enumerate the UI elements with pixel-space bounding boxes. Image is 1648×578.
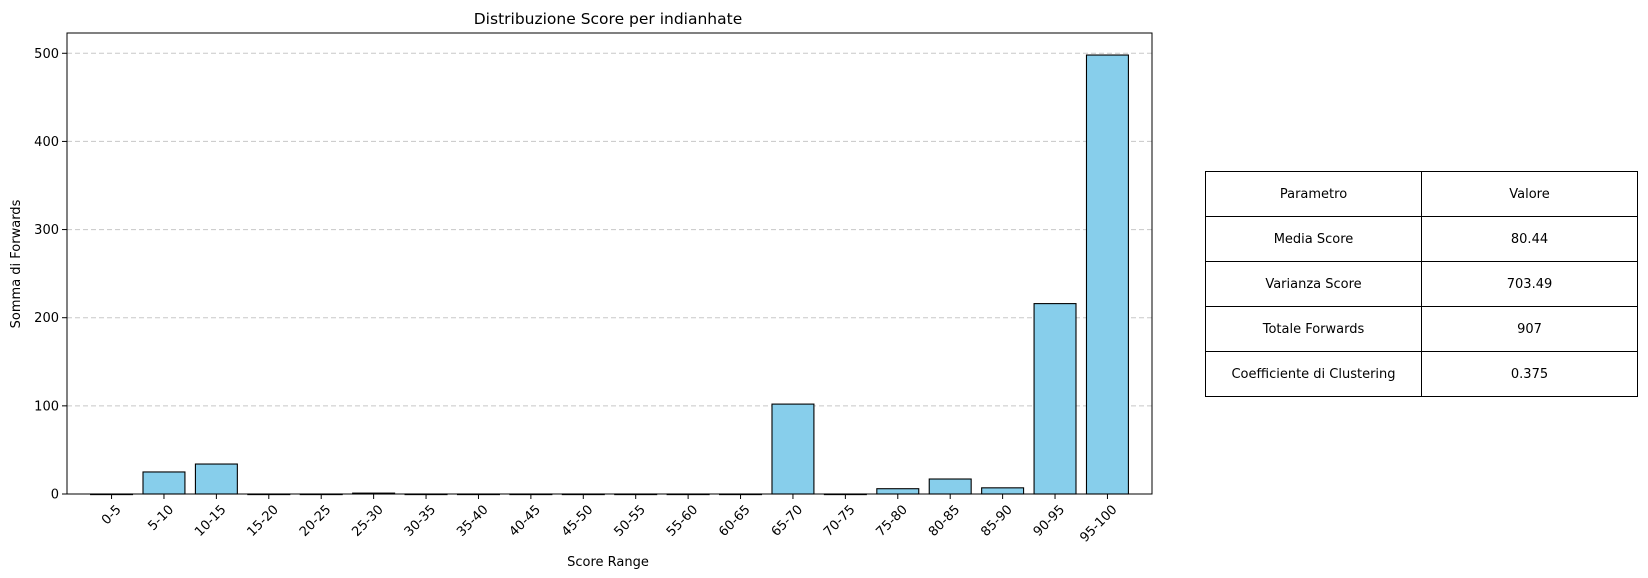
bar [771,403,815,495]
x-tick-label: 10-15 [192,502,229,539]
table-row: Varianza Score 703.49 [1205,261,1638,307]
y-tick-label: 200 [34,311,59,326]
x-tick-label: 85-90 [978,502,1015,539]
x-tick-label: 90-95 [1031,502,1068,539]
x-axis-label: Score Range [567,555,649,570]
bar [194,463,238,495]
x-tick-label: 55-60 [664,502,701,539]
table-cell: Totale Forwards [1205,306,1422,352]
y-tick-label: 400 [34,135,59,150]
plot-frame [66,32,1153,495]
x-tick-label: 0-5 [99,502,125,528]
table-header-row: Parametro Valore [1205,171,1638,217]
y-axis: 0 100 200 300 400 500 [34,47,67,503]
x-tick-label: 40-45 [507,502,544,539]
bar [928,478,972,495]
stats-table: Parametro Valore Media Score 80.44 Varia… [1205,171,1638,397]
x-tick-label: 70-75 [821,502,858,539]
x-tick-label: 30-35 [402,502,439,539]
table-cell: Coefficiente di Clustering [1205,351,1422,397]
bar [142,471,186,495]
x-tick-label: 60-65 [716,502,753,539]
y-axis-label: Somma di Forwards [9,199,24,328]
table-row: Totale Forwards 907 [1205,306,1638,352]
bar [1033,303,1077,495]
x-tick-label: 65-70 [769,502,806,539]
x-axis: 0-5 5-10 10-15 15-20 20-25 25-30 30-35 35-40 40-… [99,494,1120,546]
bars [90,54,1129,496]
x-tick-label: 35-40 [454,502,491,539]
y-tick-label: 100 [34,399,59,414]
table-header-cell: Parametro [1205,171,1422,217]
table-header-cell: Valore [1421,171,1638,217]
x-tick-label: 80-85 [926,502,963,539]
bar-chart: 0 100 200 300 400 500 0-5 5-10 10-15 15-20 20-25 2… [9,10,1153,570]
table-cell: Varianza Score [1205,261,1422,307]
y-tick-label: 300 [34,223,59,238]
table-row: Coefficiente di Clustering 0.375 [1205,351,1638,397]
table-cell: 80.44 [1421,216,1638,262]
bar [876,488,920,495]
chart-title: Distribuzione Score per indianhate [474,10,743,28]
table-row: Media Score 80.44 [1205,216,1638,262]
x-tick-label: 5-10 [146,502,177,533]
y-tick-label: 500 [34,47,59,62]
table-cell: 0.375 [1421,351,1638,397]
bar [1085,54,1129,495]
x-tick-label: 75-80 [874,502,911,539]
x-tick-label: 45-50 [559,502,596,539]
x-tick-label: 95-100 [1077,502,1120,545]
table-cell: 907 [1421,306,1638,352]
x-tick-label: 25-30 [349,502,386,539]
bar [981,487,1025,495]
gridlines [67,52,1152,407]
y-tick-label: 0 [51,488,59,503]
x-tick-label: 20-25 [297,502,334,539]
table-cell: 703.49 [1421,261,1638,307]
x-tick-label: 15-20 [245,502,282,539]
x-tick-label: 50-55 [611,502,648,539]
table-cell: Media Score [1205,216,1422,262]
